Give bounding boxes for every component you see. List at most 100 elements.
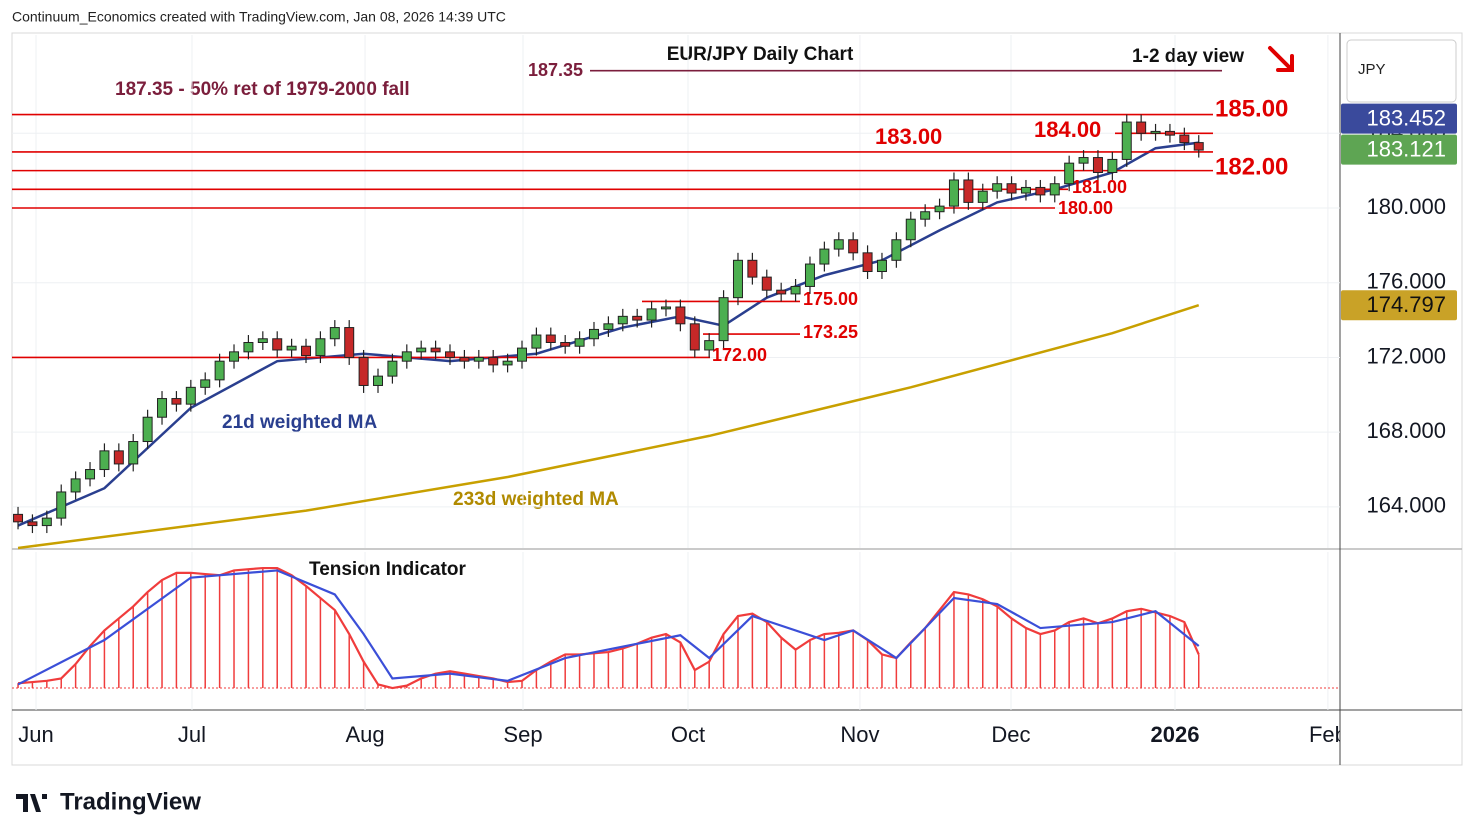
candle-body [1193, 142, 1204, 151]
y-tick-label: 164.000 [1366, 493, 1446, 518]
candle-body [1020, 186, 1031, 194]
candle-body [948, 179, 959, 207]
x-tick-label: Dec [991, 722, 1030, 747]
candle-body [185, 386, 196, 405]
price-badge-label: 183.121 [1366, 136, 1446, 161]
candle-body [416, 347, 427, 353]
candle-body [1164, 130, 1175, 136]
candle-body [445, 351, 456, 358]
candle-body [1179, 134, 1190, 144]
candle-body [128, 441, 139, 465]
candle-body [747, 259, 758, 278]
candle-body [214, 360, 225, 381]
y-tick-label: 180.000 [1366, 194, 1446, 219]
candle-body [344, 327, 355, 358]
candle-body [27, 521, 38, 527]
candle-body [617, 315, 628, 325]
candle-body [603, 323, 614, 330]
candle-body [142, 416, 153, 443]
price-badge-label: 183.452 [1366, 105, 1446, 130]
unit-box [1346, 39, 1457, 103]
logo-text: TradingView [60, 788, 201, 815]
candle-body [401, 351, 412, 362]
x-tick-label: Sep [503, 722, 542, 747]
candle-body [977, 190, 988, 203]
candle-body [257, 338, 268, 344]
candle-body [70, 478, 81, 493]
x-tick-label: Oct [671, 722, 705, 747]
level-label: 184.00 [1034, 117, 1101, 142]
level-label: 181.00 [1072, 177, 1127, 197]
candle-body [315, 338, 326, 357]
logo: TradingView [16, 788, 201, 815]
candle-body [373, 375, 384, 386]
candle-body [704, 340, 715, 351]
y-tick-label: 172.000 [1366, 343, 1446, 368]
price-badge [1341, 290, 1457, 321]
candle-body [545, 334, 556, 344]
candle-body [1136, 121, 1147, 134]
plot: Jun Jul Aug Sep Oct Nov Dec 2026 Feb 187.35 185.00… [12, 35, 1347, 747]
price-badge [1341, 103, 1457, 134]
candle-body [459, 356, 470, 362]
candle-body [992, 183, 1003, 192]
price-badge-label: 174.797 [1366, 292, 1446, 317]
candle-body [675, 306, 686, 325]
candle-body [1150, 130, 1161, 134]
axis-unit: JPY [1358, 61, 1386, 78]
price-badge [1341, 134, 1457, 165]
frame [11, 32, 1463, 766]
candle-body [1107, 158, 1118, 173]
candle-body [819, 248, 830, 265]
candle-body [13, 513, 24, 523]
candle-body [1006, 183, 1017, 194]
candle-body [632, 315, 643, 321]
candle-body [516, 347, 527, 362]
candle-body [99, 450, 110, 471]
candle-body [41, 517, 52, 527]
ma-line [17, 303, 1200, 550]
level-label: 183.00 [875, 124, 942, 149]
candle-body [113, 450, 124, 465]
y-tick-label: 176.000 [1366, 269, 1446, 294]
candle-body [804, 263, 815, 287]
level-label: 173.25 [803, 322, 858, 342]
candle-body [646, 308, 657, 321]
x-tick-label: Jun [18, 722, 53, 747]
candle-body [776, 289, 787, 295]
ma21-label: 21d weighted MA [222, 412, 377, 433]
candle-body [732, 259, 743, 299]
candle-body [689, 323, 700, 351]
header: Continuum_Economics created with Trading… [12, 9, 506, 25]
candle-body [229, 351, 240, 362]
candle-body [329, 327, 340, 340]
level-label: 172.00 [712, 345, 767, 365]
x-tick-label: Feb [1309, 722, 1347, 747]
candle-body [488, 356, 499, 366]
signal-line [17, 569, 1200, 686]
candle-body [430, 347, 441, 353]
subtitle: 1-2 day view [1132, 46, 1244, 67]
candle-body [56, 491, 67, 519]
candle-body [272, 338, 283, 351]
ma233-label: 233d weighted MA [453, 489, 619, 510]
candle-body [1064, 162, 1075, 185]
annotation: 187.35 - 50% ret of 1979-2000 fall [115, 79, 410, 100]
candle-body [286, 345, 297, 351]
candle-body [833, 239, 844, 250]
candle-body [157, 398, 168, 418]
level-label: 187.35 [528, 60, 583, 80]
candle-body [963, 179, 974, 203]
candle-body [85, 469, 96, 480]
candle-body [473, 356, 484, 362]
candle-body [574, 338, 585, 347]
candle-body [588, 328, 599, 340]
level-label: 182.00 [1215, 153, 1288, 180]
x-tick-label: Aug [345, 722, 384, 747]
candle-body [1078, 157, 1089, 164]
x-tick-label: Nov [840, 722, 879, 747]
level-label: 180.00 [1058, 198, 1113, 218]
chart-title: EUR/JPY Daily Chart [667, 44, 854, 65]
